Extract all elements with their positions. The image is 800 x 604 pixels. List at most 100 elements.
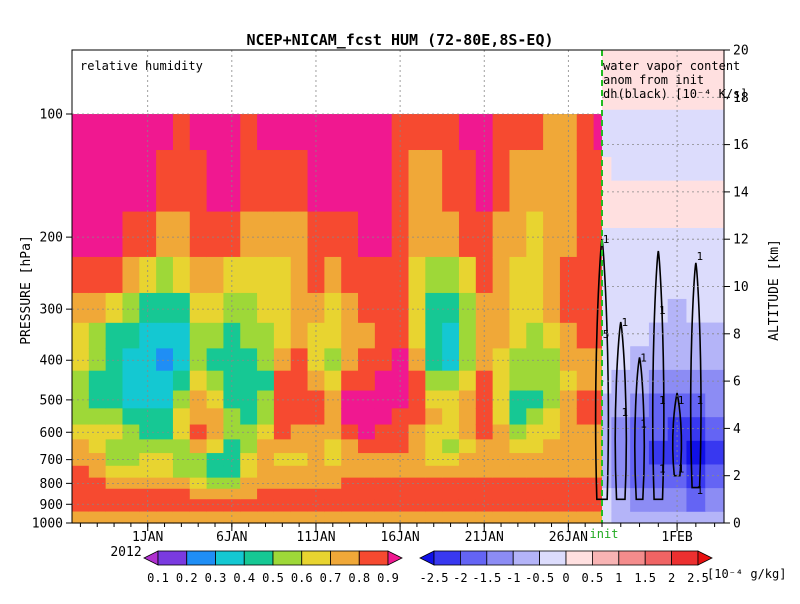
rh-cell: [172, 465, 191, 479]
wv-cell: [705, 369, 725, 394]
rh-cell: [189, 292, 208, 324]
rh-cell: [576, 424, 595, 440]
wv-cell: [602, 132, 612, 158]
rh-cell: [223, 506, 241, 513]
rh-colorbar-label: 0.5: [262, 571, 284, 585]
rh-cell: [206, 292, 225, 324]
rh-cell: [156, 322, 174, 349]
rh-colorbar-end-high: [387, 550, 403, 566]
rh-cell: [526, 439, 544, 454]
rh-cell: [492, 114, 511, 151]
altitude-tick-label: 8: [733, 327, 741, 342]
rh-cell: [543, 211, 561, 258]
pressure-tick-label: 900: [40, 498, 63, 513]
rh-cell: [307, 516, 325, 522]
rh-cell: [543, 424, 561, 440]
pressure-axis-label: PRESSURE [hPa]: [19, 235, 34, 345]
wv-cell: [686, 511, 706, 524]
rh-cell: [374, 211, 393, 258]
wv-cell: [686, 274, 706, 299]
rh-cell: [273, 499, 292, 508]
rh-cell: [290, 211, 309, 258]
rh-cell: [290, 453, 309, 467]
wv-cell: [611, 156, 631, 181]
altitude-tick-label: 4: [733, 422, 741, 437]
rh-cell: [105, 520, 124, 524]
wv-cell: [705, 61, 725, 87]
rh-cell: [139, 499, 157, 508]
pressure-tick-label: 100: [40, 108, 63, 123]
rh-cell: [324, 370, 342, 392]
rh-cell: [189, 465, 208, 479]
wv-colorbar-label: 0: [562, 571, 569, 585]
rh-colorbar: 0.1 0.2 0.3 0.4 0.5 0.6 0.7 0.8 0.9: [143, 550, 403, 585]
rh-cell: [189, 256, 208, 294]
rh-cell: [425, 424, 443, 440]
rh-cell: [72, 256, 90, 294]
rh-cell: [105, 114, 124, 151]
rh-cell: [290, 499, 309, 508]
chart-title: NCEP+NICAM_fcst HUM (72-80E,8S-EQ): [246, 31, 553, 49]
rh-cell: [206, 453, 225, 467]
rh-cell: [240, 256, 258, 294]
rh-cell: [307, 292, 325, 324]
rh-cell: [290, 511, 309, 517]
rh-cell: [442, 465, 460, 479]
rh-cell: [324, 439, 342, 454]
rh-cell: [88, 516, 107, 522]
rh-cell: [442, 292, 460, 324]
rh-cell: [509, 488, 527, 500]
rh-cell: [492, 439, 511, 454]
rh-cell: [543, 390, 561, 409]
rh-cell: [172, 348, 191, 372]
wv-colorbar-swatch: [539, 550, 567, 566]
rh-cell: [139, 488, 157, 500]
rh-cell: [257, 292, 275, 324]
rh-cell: [105, 256, 124, 294]
rh-cell: [156, 511, 174, 517]
rh-cell: [492, 499, 511, 508]
rh-cell: [559, 211, 578, 258]
rh-cell: [458, 520, 477, 524]
rh-cell: [72, 424, 90, 440]
rh-cell: [290, 114, 309, 151]
rh-cell: [576, 292, 595, 324]
wv-cell: [602, 392, 612, 418]
rh-cell: [206, 256, 225, 294]
rh-cell: [341, 370, 359, 392]
rh-cell: [139, 506, 157, 513]
dh-contour-label: 1: [697, 484, 704, 497]
rh-cell: [156, 499, 174, 508]
time-tick-label: 26JAN: [549, 530, 588, 545]
dh-contour-line: [651, 250, 665, 501]
rh-cell: [105, 439, 124, 454]
wv-cell: [630, 50, 650, 63]
wv-cell: [602, 156, 612, 181]
dh-contour-label: 1: [621, 316, 628, 329]
right-panel-label-1: water vapor content: [603, 59, 740, 73]
rh-cell: [324, 511, 342, 517]
rh-cell: [156, 256, 174, 294]
rh-cell: [341, 150, 359, 213]
wv-cell: [630, 61, 650, 87]
rh-cell: [257, 511, 275, 517]
rh-cell: [358, 439, 376, 454]
rh-cell: [543, 408, 561, 426]
altitude-tick-label: 6: [733, 375, 741, 390]
rh-cell: [341, 465, 359, 479]
rh-cell: [509, 499, 527, 508]
rh-cell: [290, 506, 309, 513]
wv-colorbar-swatch: [486, 550, 514, 566]
rh-cell: [374, 488, 393, 500]
left-panel-label: relative humidity: [80, 59, 203, 73]
rh-cell: [408, 322, 426, 349]
dh-contour-label: 1: [697, 394, 704, 407]
wv-cell: [630, 251, 650, 276]
rh-cell: [341, 453, 359, 467]
rh-cell: [358, 499, 376, 508]
rh-cell: [156, 506, 174, 513]
rh-cell: [358, 408, 376, 426]
rh-cell: [458, 370, 477, 392]
rh-cell: [442, 370, 460, 392]
rh-cell: [408, 516, 426, 522]
